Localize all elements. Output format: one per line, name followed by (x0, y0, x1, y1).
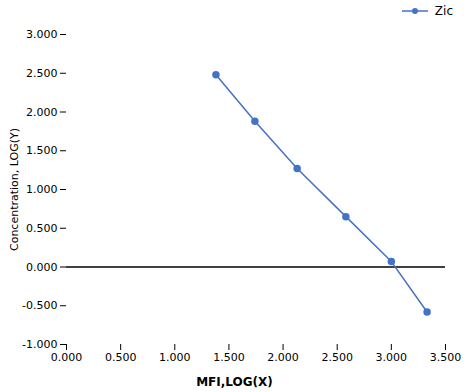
svg-text:1.500: 1.500 (26, 144, 58, 157)
svg-text:-0.500: -0.500 (22, 299, 57, 312)
html-text:MFI,LOG(X): MFI,LOG(X) (196, 375, 273, 389)
html-text:Zic: Zic (434, 4, 453, 18)
svg-text:1.500: 1.500 (213, 351, 245, 364)
svg-text:0.000: 0.000 (51, 351, 83, 364)
svg-text:1.000: 1.000 (26, 183, 58, 196)
svg-text:-1.000: -1.000 (22, 338, 57, 351)
svg-text:2.500: 2.500 (26, 67, 58, 80)
svg-text:2.000: 2.000 (267, 351, 299, 364)
svg-text:2.000: 2.000 (26, 106, 58, 119)
svg-text:0.500: 0.500 (26, 222, 58, 235)
svg-text:0.000: 0.000 (26, 261, 58, 274)
svg-text:1.000: 1.000 (159, 351, 191, 364)
svg-text:3.500: 3.500 (430, 351, 462, 364)
svg-text:3.000: 3.000 (376, 351, 408, 364)
svg-text:3.000: 3.000 (26, 28, 58, 41)
svg-text:0.500: 0.500 (105, 351, 136, 364)
svg-text:Concentration, LOG(Y): Concentration, LOG(Y) (8, 128, 21, 251)
svg-text:2.500: 2.500 (321, 351, 353, 364)
